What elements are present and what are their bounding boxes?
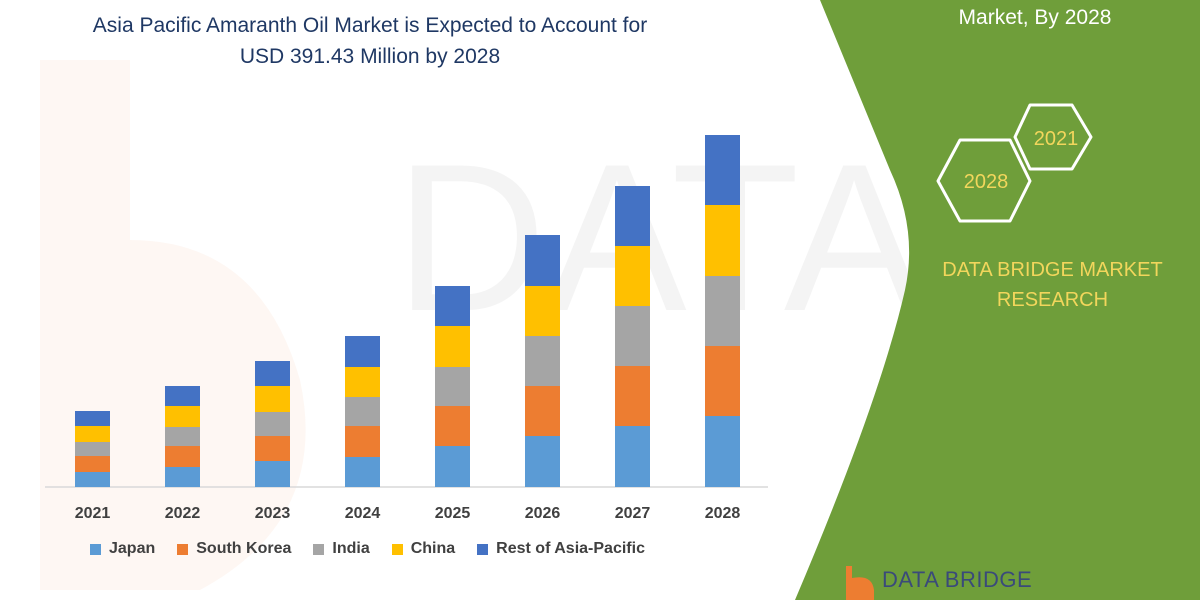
legend-label: Japan xyxy=(109,540,156,557)
bar-segment-2027-japan xyxy=(615,426,650,487)
bar-segment-2022-japan xyxy=(165,467,200,487)
x-tick-label: 2022 xyxy=(165,505,201,522)
bar-segment-2024-japan xyxy=(345,457,380,487)
legend-label: South Korea xyxy=(196,540,292,557)
bar-segment-2024-china xyxy=(345,367,380,397)
bar-segment-2024-india xyxy=(345,397,380,426)
bar-segment-2028-japan xyxy=(705,416,740,487)
x-tick-label: 2027 xyxy=(615,505,651,522)
bar-segment-2024-rest-of-asia-pacific xyxy=(345,336,380,367)
legend-item: China xyxy=(391,540,456,558)
legend-item: South Korea xyxy=(177,540,291,558)
bar-segment-2021-china xyxy=(75,426,110,442)
hexagon-2021-icon: 2021 xyxy=(1013,103,1093,171)
legend-swatch xyxy=(391,543,403,555)
hex-year-2028: 2028 xyxy=(964,171,1009,193)
x-tick-label: 2028 xyxy=(705,505,741,522)
legend-item: India xyxy=(313,540,370,558)
chart-bars xyxy=(75,135,740,487)
legend-item: Japan xyxy=(90,540,155,558)
bar-segment-2021-japan xyxy=(75,472,110,487)
bar-segment-2022-india xyxy=(165,427,200,446)
bar-segment-2027-china xyxy=(615,246,650,306)
bar-segment-2023-rest-of-asia-pacific xyxy=(255,361,290,386)
bar-segment-2025-india xyxy=(435,367,470,406)
bar-segment-2027-south-korea xyxy=(615,366,650,426)
bar-segment-2026-south-korea xyxy=(525,386,560,436)
x-tick-label: 2025 xyxy=(435,505,471,522)
x-tick-label: 2026 xyxy=(525,505,561,522)
bar-segment-2022-south-korea xyxy=(165,446,200,467)
bar-segment-2025-rest-of-asia-pacific xyxy=(435,286,470,326)
x-axis-labels: 2021 2022 2023 2024 2025 2026 2027 2028 xyxy=(75,505,741,522)
brand-name: DATA BRIDGE MARKET RESEARCH xyxy=(942,259,1163,311)
legend-label: India xyxy=(332,540,370,557)
bar-segment-2028-rest-of-asia-pacific xyxy=(705,135,740,205)
bar-segment-2022-rest-of-asia-pacific xyxy=(165,386,200,406)
bar-segment-2023-china xyxy=(255,386,290,412)
legend-swatch xyxy=(90,543,101,555)
x-tick-label: 2024 xyxy=(345,505,381,522)
bar-segment-2023-india xyxy=(255,412,290,436)
bar-segment-2026-rest-of-asia-pacific xyxy=(525,235,560,286)
bar-segment-2024-south-korea xyxy=(345,426,380,457)
bar-segment-2023-south-korea xyxy=(255,436,290,461)
legend-swatch xyxy=(313,543,325,555)
bar-segment-2025-south-korea xyxy=(435,406,470,446)
hex-year-2021: 2021 xyxy=(1034,128,1079,150)
bar-segment-2021-rest-of-asia-pacific xyxy=(75,411,110,426)
title-line-1: Asia Pacific Amaranth Oil Market is Expe… xyxy=(92,14,648,37)
legend-label: Rest of Asia-Pacific xyxy=(496,540,645,557)
green-panel xyxy=(795,0,1200,600)
legend-item: Rest of Asia-Pacific xyxy=(477,540,645,558)
bar-segment-2028-china xyxy=(705,205,740,276)
hexagon-2028-icon: 2028 xyxy=(936,138,1032,223)
x-tick-label: 2023 xyxy=(255,505,291,522)
legend-swatch xyxy=(477,543,489,555)
title-line-2: USD 391.43 Million by 2028 xyxy=(239,45,501,68)
bar-segment-2028-india xyxy=(705,276,740,346)
legend-label: China xyxy=(410,540,456,557)
bar-segment-2021-south-korea xyxy=(75,456,110,472)
bar-segment-2027-rest-of-asia-pacific xyxy=(615,186,650,246)
bar-segment-2026-japan xyxy=(525,436,560,487)
legend-swatch xyxy=(177,543,189,555)
legend: Japan South Korea India China Rest of As… xyxy=(90,540,667,558)
bar-segment-2027-india xyxy=(615,306,650,366)
logo-icon xyxy=(846,566,874,600)
x-tick-label: 2021 xyxy=(75,505,111,522)
chart-title: Asia Pacific Amaranth Oil Market is Expe… xyxy=(40,10,700,72)
bar-segment-2021-india xyxy=(75,442,110,456)
bar-segment-2026-india xyxy=(525,336,560,386)
panel-top-text: Market, By 2028 xyxy=(958,6,1112,29)
logo-text: DATA BRIDGE xyxy=(882,567,1033,592)
bar-segment-2028-south-korea xyxy=(705,346,740,416)
bar-segment-2023-japan xyxy=(255,461,290,487)
bar-segment-2025-japan xyxy=(435,446,470,487)
bar-segment-2025-china xyxy=(435,326,470,367)
bar-segment-2026-china xyxy=(525,286,560,336)
bar-segment-2022-china xyxy=(165,406,200,427)
